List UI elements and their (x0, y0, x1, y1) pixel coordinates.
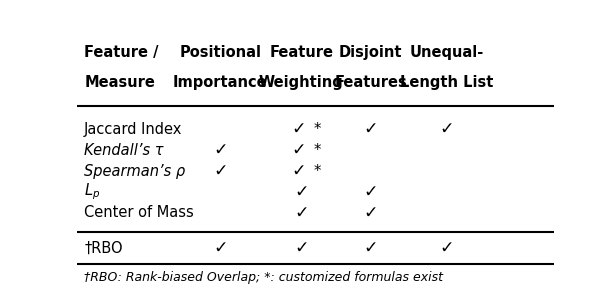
Text: Importance: Importance (173, 75, 267, 90)
Text: Weighting: Weighting (259, 75, 344, 90)
Text: ✓: ✓ (292, 141, 306, 159)
Text: †RBO: Rank-biased Overlap; *: customized formulas exist: †RBO: Rank-biased Overlap; *: customized… (84, 271, 443, 284)
Text: ✓: ✓ (213, 141, 227, 159)
Text: ✓: ✓ (213, 239, 227, 257)
Text: $L_p$: $L_p$ (84, 182, 100, 202)
Text: ✓: ✓ (440, 239, 454, 257)
Text: ✓: ✓ (440, 120, 454, 138)
Text: †RBO: †RBO (84, 240, 123, 255)
Text: *: * (314, 122, 321, 137)
Text: Spearman’s ρ: Spearman’s ρ (84, 164, 185, 178)
Text: ✓: ✓ (292, 162, 306, 180)
Text: Measure: Measure (84, 75, 155, 90)
Text: ✓: ✓ (363, 204, 378, 222)
Text: Feature: Feature (269, 45, 333, 60)
Text: *: * (314, 143, 321, 158)
Text: Unequal-: Unequal- (410, 45, 484, 60)
Text: ✓: ✓ (363, 120, 378, 138)
Text: Center of Mass: Center of Mass (84, 205, 194, 220)
Text: Length List: Length List (400, 75, 493, 90)
Text: ✓: ✓ (292, 120, 306, 138)
Text: ✓: ✓ (294, 204, 309, 222)
Text: ✓: ✓ (213, 162, 227, 180)
Text: Features: Features (334, 75, 407, 90)
Text: Feature /: Feature / (84, 45, 159, 60)
Text: ✓: ✓ (363, 239, 378, 257)
Text: Positional: Positional (179, 45, 261, 60)
Text: ✓: ✓ (363, 183, 378, 201)
Text: Jaccard Index: Jaccard Index (84, 122, 182, 137)
Text: *: * (314, 164, 321, 178)
Text: ✓: ✓ (294, 183, 309, 201)
Text: ✓: ✓ (294, 239, 309, 257)
Text: Disjoint: Disjoint (339, 45, 402, 60)
Text: Kendall’s τ: Kendall’s τ (84, 143, 164, 158)
